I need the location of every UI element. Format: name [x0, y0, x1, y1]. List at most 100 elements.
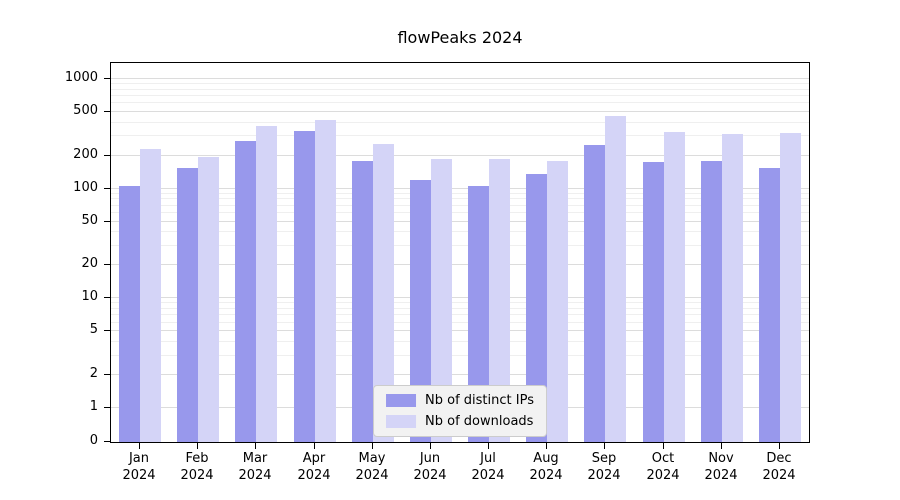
x-tick-label-month: Feb [185, 451, 209, 466]
x-tick-mark [372, 443, 373, 449]
x-tick-label: Nov 2024 [689, 450, 753, 484]
gridline-major [111, 264, 809, 265]
y-tick-label: 5 [89, 322, 98, 337]
x-tick-label-month: Dec [766, 451, 792, 466]
bar-nb-of-distinct-ips-nov [701, 161, 722, 442]
gridline-major [111, 188, 809, 189]
x-tick-label: Feb 2024 [165, 450, 229, 484]
y-tick-label: 500 [73, 103, 98, 118]
gridline-minor [111, 355, 809, 356]
gridline-minor [111, 341, 809, 342]
gridline-minor [111, 193, 809, 194]
y-tick-label: 200 [73, 147, 98, 162]
x-tick-label-month: Aug [533, 451, 559, 466]
y-tick-label: 1 [89, 399, 98, 414]
x-axis-tick-labels: Jan 2024 Feb 2024 Mar 2024 Apr 2024 May 2024 Jun 20… [110, 450, 810, 490]
x-tick-label: Jul 2024 [456, 450, 520, 484]
x-tick-label-year: 2024 [122, 468, 156, 483]
bar-nb-of-downloads-aug [547, 161, 568, 442]
gridline-minor [111, 198, 809, 199]
bar-nb-of-downloads-jun [431, 159, 452, 442]
x-tick-mark [488, 443, 489, 449]
legend-row: Nb of downloads [386, 414, 534, 429]
y-tick-mark [104, 111, 110, 112]
y-tick-label: 0 [89, 433, 98, 448]
gridline-major [111, 78, 809, 79]
x-tick-mark [139, 443, 140, 449]
gridline-major [111, 111, 809, 112]
gridline-minor [111, 231, 809, 232]
chart-title: flowPeaks 2024 [397, 28, 523, 47]
x-tick-mark [604, 443, 605, 449]
gridline-minor [111, 322, 809, 323]
x-tick-label-year: 2024 [762, 468, 796, 483]
y-tick-mark [104, 374, 110, 375]
gridline-minor [111, 302, 809, 303]
legend: Nb of distinct IPs Nb of downloads [373, 385, 547, 437]
x-tick-label-year: 2024 [180, 468, 214, 483]
x-tick-label: Jun 2024 [398, 450, 462, 484]
x-tick-label-month: Jan [128, 451, 150, 466]
bar-nb-of-distinct-ips-apr [294, 131, 315, 442]
bar-nb-of-downloads-may [373, 144, 394, 442]
y-tick-label: 1000 [64, 70, 98, 85]
gridline-minor [111, 95, 809, 96]
y-tick-label: 20 [81, 256, 98, 271]
bar-nb-of-distinct-ips-sep [584, 145, 605, 442]
y-tick-label: 2 [89, 366, 98, 381]
x-tick-label-month: Sep [591, 451, 617, 466]
x-tick-label: Aug 2024 [514, 450, 578, 484]
y-tick-label: 100 [73, 180, 98, 195]
x-tick-label: Jan 2024 [107, 450, 171, 484]
x-tick-mark [721, 443, 722, 449]
x-tick-label-month: Jun [419, 451, 441, 466]
y-tick-mark [104, 155, 110, 156]
x-tick-label: May 2024 [340, 450, 404, 484]
bar-nb-of-distinct-ips-feb [177, 168, 198, 442]
gridline-minor [111, 205, 809, 206]
x-tick-label-year: 2024 [238, 468, 272, 483]
x-tick-label: Sep 2024 [572, 450, 636, 484]
legend-label: Nb of distinct IPs [425, 393, 534, 408]
bar-nb-of-downloads-mar [256, 126, 277, 442]
gridline-minor [111, 83, 809, 84]
bar-nb-of-distinct-ips-may [352, 161, 373, 442]
y-tick-mark [104, 330, 110, 331]
x-tick-label: Apr 2024 [282, 450, 346, 484]
x-tick-label-month: Oct [651, 451, 675, 466]
x-tick-mark [430, 443, 431, 449]
bar-nb-of-distinct-ips-oct [643, 162, 664, 442]
gridline-minor [111, 102, 809, 103]
y-tick-mark [104, 441, 110, 442]
bar-nb-of-downloads-sep [605, 116, 626, 442]
bar-nb-of-distinct-ips-jul [468, 186, 489, 442]
bar-nb-of-downloads-jan [140, 149, 161, 442]
gridline-minor [111, 245, 809, 246]
gridline-minor [111, 89, 809, 90]
x-tick-label: Dec 2024 [747, 450, 811, 484]
bar-nb-of-distinct-ips-jun [410, 180, 431, 442]
plot-area: Nb of distinct IPs Nb of downloads [110, 62, 810, 443]
legend-swatch [386, 394, 417, 407]
x-tick-label-year: 2024 [297, 468, 331, 483]
x-tick-label-year: 2024 [355, 468, 389, 483]
y-tick-mark [104, 264, 110, 265]
bar-nb-of-distinct-ips-jan [119, 186, 140, 442]
x-tick-label-month: Apr [302, 451, 326, 466]
bar-nb-of-downloads-oct [664, 132, 685, 442]
x-tick-label-year: 2024 [646, 468, 680, 483]
gridline-minor [111, 122, 809, 123]
x-tick-mark [197, 443, 198, 449]
legend-row: Nb of distinct IPs [386, 393, 534, 408]
x-tick-label-month: Jul [480, 451, 496, 466]
gridline-major [111, 155, 809, 156]
bars-layer [111, 63, 809, 442]
legend-label: Nb of downloads [425, 414, 534, 429]
gridline-major [111, 374, 809, 375]
bar-nb-of-distinct-ips-dec [759, 168, 780, 442]
gridline-minor [111, 308, 809, 309]
y-tick-mark [104, 188, 110, 189]
legend-swatch [386, 415, 417, 428]
y-tick-mark [104, 221, 110, 222]
y-tick-label: 10 [81, 289, 98, 304]
